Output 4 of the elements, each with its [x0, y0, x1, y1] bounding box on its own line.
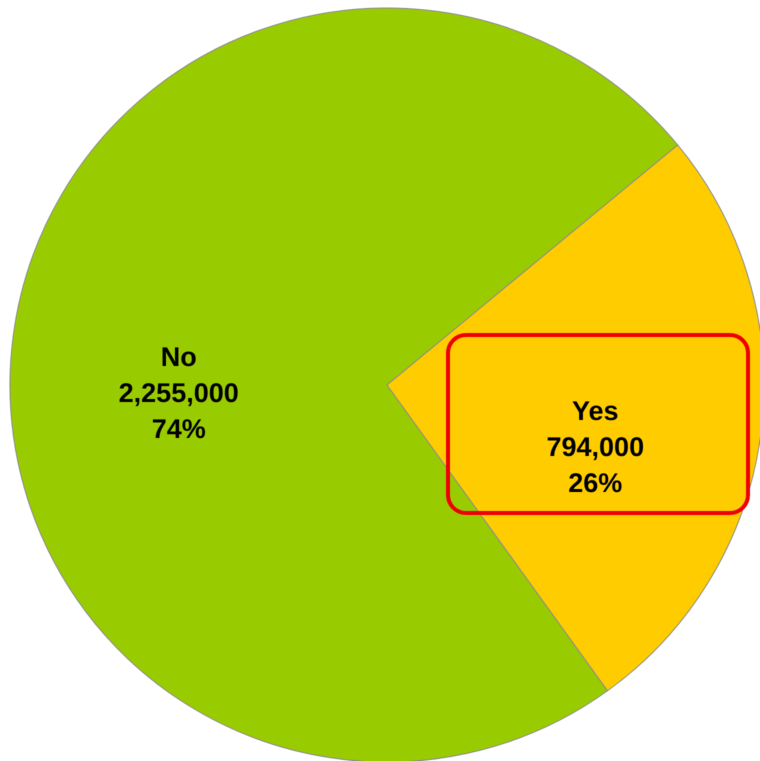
- slice-label: Yes: [572, 396, 619, 426]
- data-label: 794,000 26%: [546, 432, 644, 498]
- data-label: 2,255,000 74%: [118, 378, 239, 444]
- slice-label: No: [160, 342, 197, 372]
